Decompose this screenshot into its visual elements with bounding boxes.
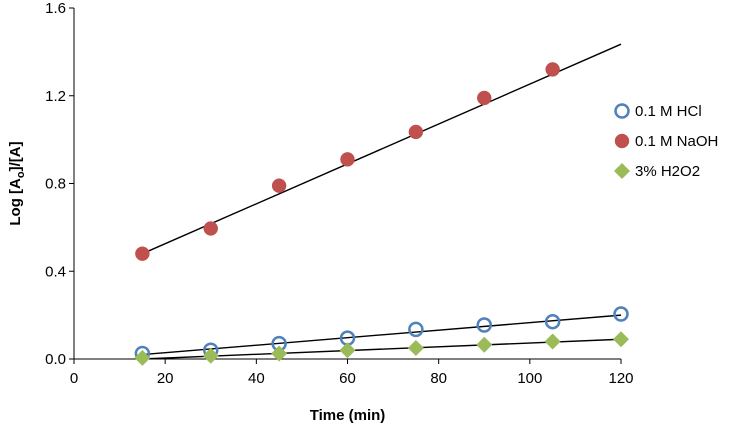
trendline-1 xyxy=(142,43,622,255)
y-axis-title-prefix: Log [A xyxy=(7,178,24,226)
legend: 0.1 M HCl 0.1 M NaOH 3% H2O2 xyxy=(614,103,718,180)
y-tick-label: 0.4 xyxy=(45,263,66,280)
data-point xyxy=(545,62,560,77)
x-tick-label: 0 xyxy=(70,370,78,387)
y-tick-label: 1.2 xyxy=(45,88,66,105)
data-point xyxy=(544,313,561,330)
data-point xyxy=(202,347,219,364)
data-point xyxy=(203,221,218,236)
y-tick-label: 0.0 xyxy=(45,351,66,368)
y-axis-title-subscript: o xyxy=(15,171,27,178)
data-points xyxy=(134,62,629,366)
data-point xyxy=(408,321,424,338)
legend-marker xyxy=(614,163,630,179)
x-tick-label: 120 xyxy=(608,370,633,387)
x-axis-title: Time (min) xyxy=(310,407,386,424)
data-point xyxy=(271,345,288,362)
legend-label: 0.1 M HCl xyxy=(635,103,702,120)
data-point xyxy=(271,178,287,193)
legend-label: 0.1 M NaOH xyxy=(635,133,718,150)
trendlines xyxy=(142,43,622,360)
y-tick-label: 1.6 xyxy=(45,0,66,17)
x-tick-label: 100 xyxy=(517,370,542,387)
data-point xyxy=(407,340,424,357)
x-tick-label: 40 xyxy=(248,370,265,387)
data-point xyxy=(408,124,424,140)
data-point xyxy=(477,90,492,106)
x-ticks: 0 20 40 60 80 100 120 xyxy=(70,359,634,387)
data-point xyxy=(476,336,493,353)
x-tick-label: 20 xyxy=(157,370,174,387)
data-point xyxy=(340,152,355,167)
trendline-0 xyxy=(142,314,622,356)
trendline-2 xyxy=(142,338,622,360)
y-axis-title: Log [Ao]/[A] xyxy=(7,141,27,225)
data-point xyxy=(135,246,150,261)
y-tick-label: 0.8 xyxy=(45,176,66,193)
y-axis-title-suffix: ]/[A] xyxy=(7,141,24,171)
x-tick-label: 60 xyxy=(339,370,356,387)
data-point xyxy=(134,349,151,366)
legend-label: 3% H2O2 xyxy=(635,163,700,180)
y-ticks: 0.0 0.4 0.8 1.2 1.6 xyxy=(45,0,74,368)
x-tick-label: 80 xyxy=(430,370,447,387)
data-point xyxy=(613,331,629,348)
data-point xyxy=(613,306,629,322)
axes xyxy=(73,8,621,360)
data-point xyxy=(476,317,492,333)
data-point xyxy=(339,342,356,359)
data-point xyxy=(544,333,561,350)
legend-marker xyxy=(614,133,630,149)
legend-marker xyxy=(614,103,630,119)
